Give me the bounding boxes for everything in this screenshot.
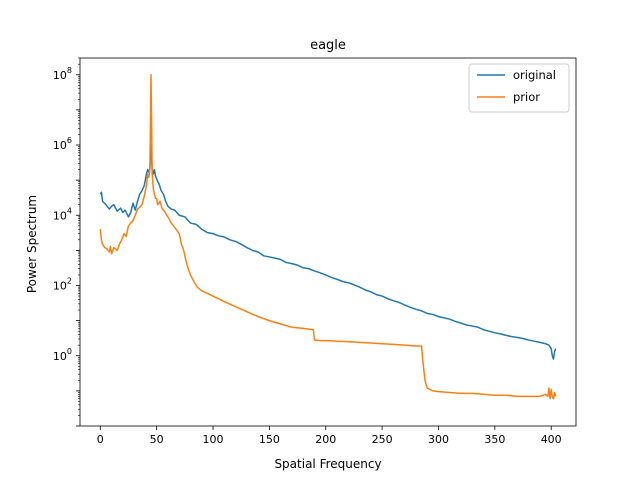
series-line-prior <box>99 74 557 400</box>
legend: original prior <box>468 63 570 113</box>
x-tick-label: 150 <box>259 433 280 446</box>
x-tick-label: 50 <box>150 433 164 446</box>
x-tick-label: 250 <box>372 433 393 446</box>
chart-title: eagle <box>310 38 346 53</box>
y-axis-ticks: 100 102 104 106 108 <box>53 57 80 427</box>
y-axis-label: Power Spectrum <box>25 195 39 293</box>
y-tick-label: 100 <box>53 347 72 363</box>
plot-area <box>79 57 577 427</box>
axes-frame <box>79 57 577 427</box>
x-tick-label: 200 <box>315 433 336 446</box>
x-tick-label: 100 <box>203 433 224 446</box>
x-axis-ticks: 0 50 100 150 200 250 300 350 400 <box>97 426 562 446</box>
y-tick-label: 106 <box>53 136 72 152</box>
y-tick-label: 104 <box>53 206 72 222</box>
y-tick-label: 102 <box>53 277 72 293</box>
series-line-original <box>99 144 557 360</box>
legend-label-prior: prior <box>513 90 540 104</box>
y-tick-label: 108 <box>53 66 72 82</box>
legend-box <box>468 63 570 113</box>
x-tick-label: 0 <box>97 433 104 446</box>
x-tick-label: 300 <box>428 433 449 446</box>
x-axis-label: Spatial Frequency <box>274 457 381 471</box>
legend-label-original: original <box>513 68 556 82</box>
x-tick-label: 350 <box>484 433 505 446</box>
x-tick-label: 400 <box>541 433 562 446</box>
